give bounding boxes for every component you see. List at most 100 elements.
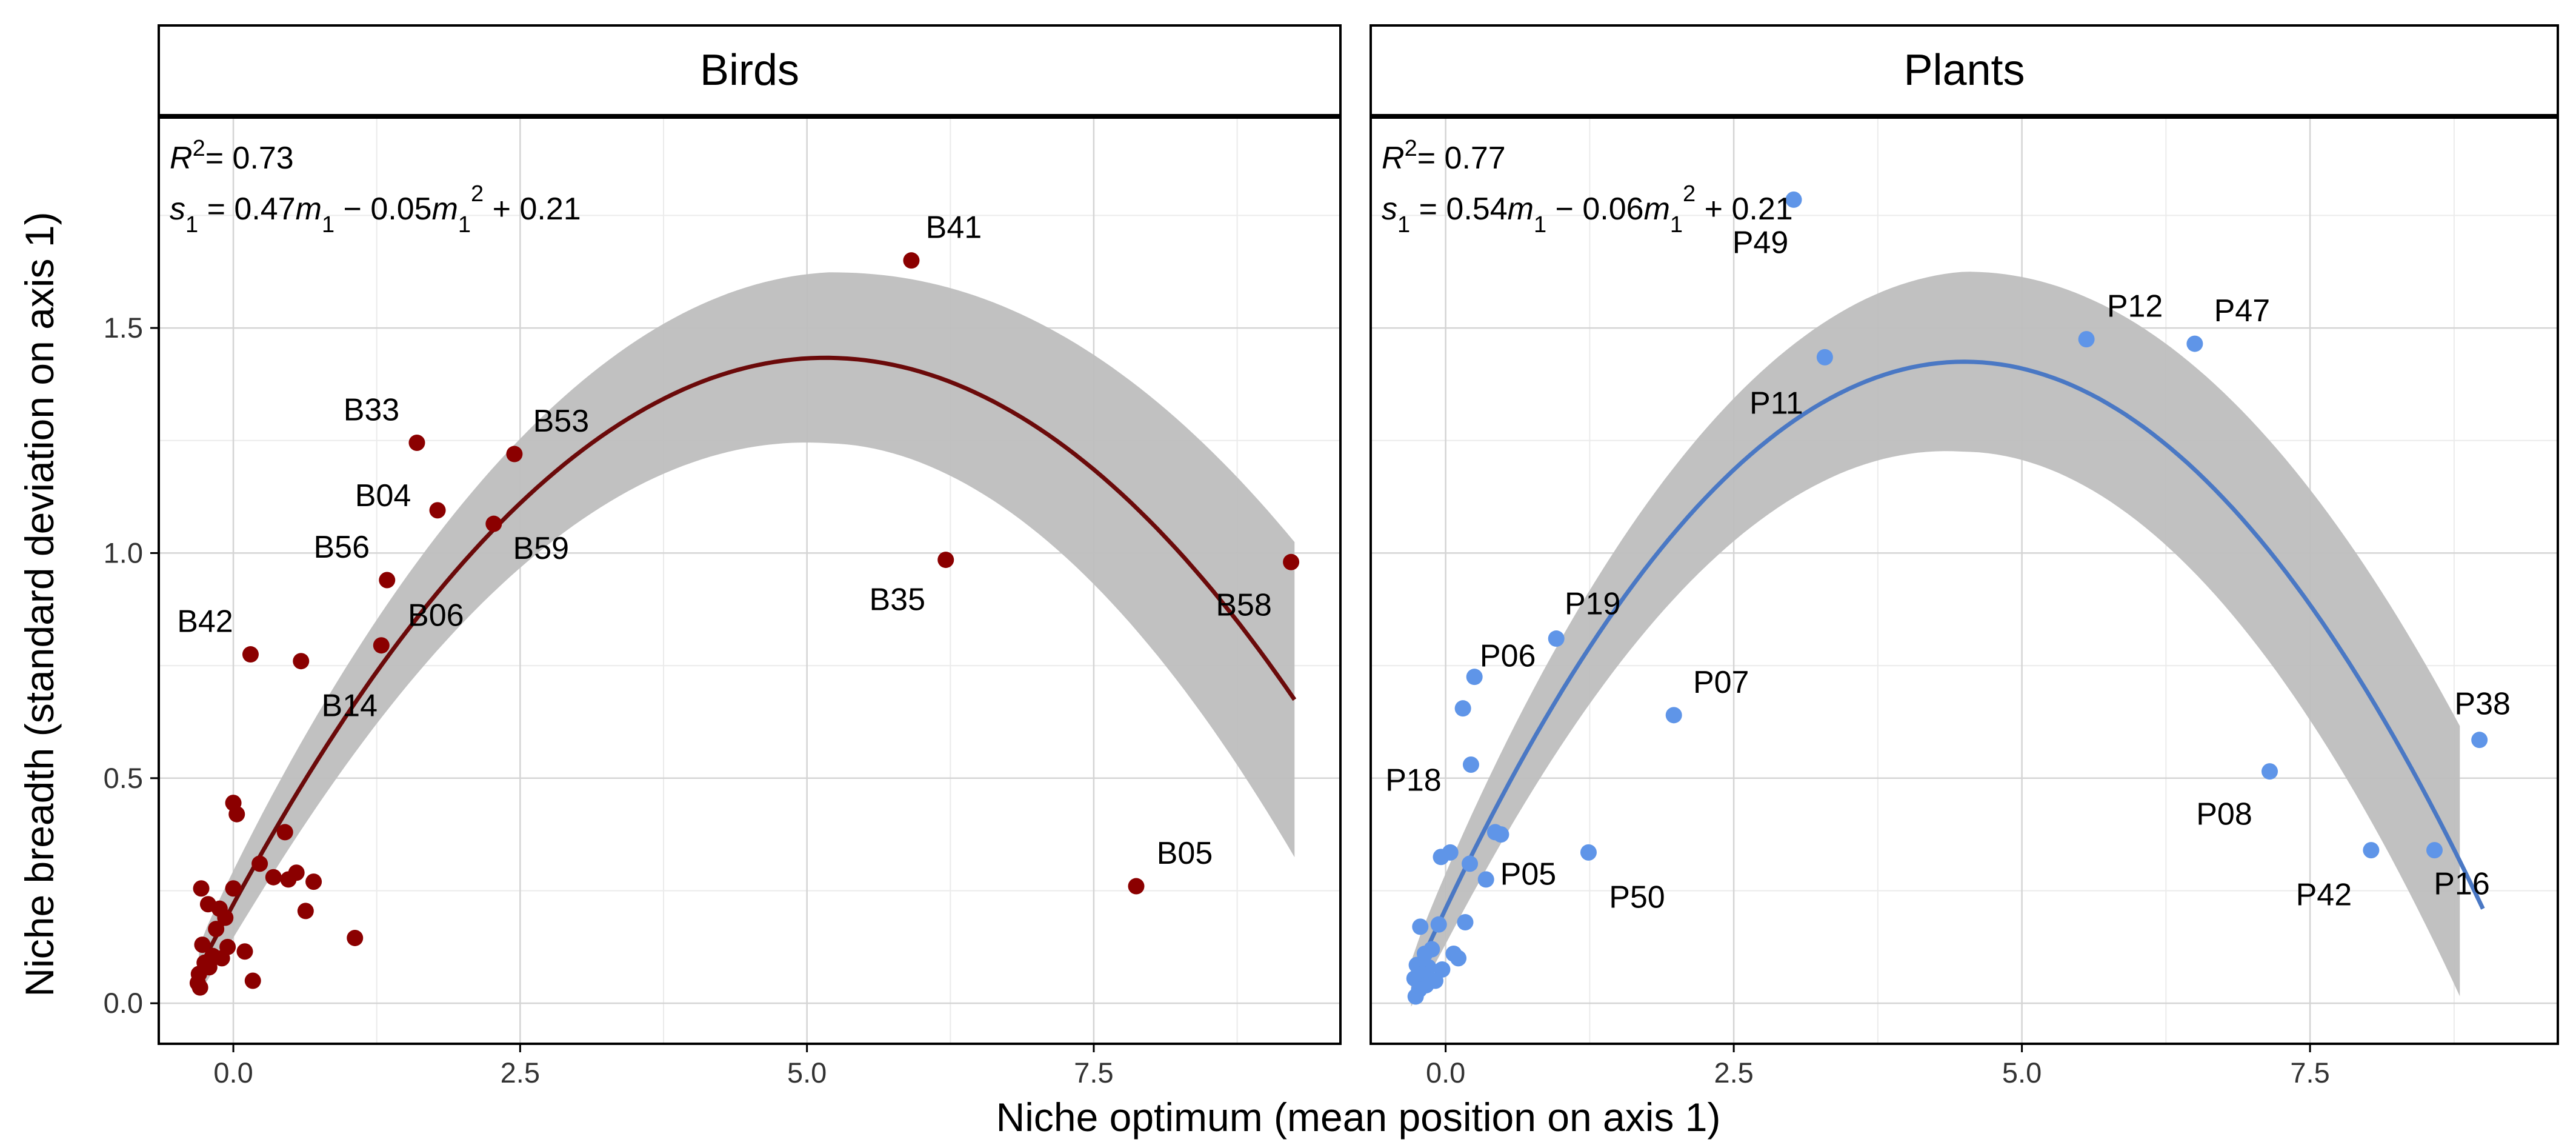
strip-box xyxy=(158,24,1342,118)
point-label: B35 xyxy=(869,583,925,618)
data-point xyxy=(408,434,425,451)
point-label: P19 xyxy=(1565,587,1621,622)
point-labels: P49 P12 P47 P11 P19 P06 P07 P38 P18 P08 P05 P16 P42 P… xyxy=(1385,225,2511,915)
data-point xyxy=(1462,855,1479,872)
data-point xyxy=(236,943,253,960)
x-tick-label: 0.0 xyxy=(213,1057,253,1089)
y-tick-label: 1.5 xyxy=(104,312,143,344)
data-point xyxy=(213,950,230,967)
y-tick-label: 0.5 xyxy=(104,762,143,794)
point-label: B41 xyxy=(926,210,982,245)
data-point xyxy=(2363,842,2380,859)
fit-annotation: R2= 0.73 s1 = 0.47m1 − 0.05m12 + 0.21 xyxy=(170,136,581,238)
data-point xyxy=(347,929,364,946)
point-label: P11 xyxy=(1749,386,1803,421)
data-point xyxy=(242,646,259,663)
data-point xyxy=(1462,756,1479,773)
data-point xyxy=(217,909,234,926)
point-label: B05 xyxy=(1157,836,1213,871)
data-point xyxy=(903,252,920,269)
x-tick-label: 2.5 xyxy=(1714,1057,1753,1089)
fit-curve xyxy=(197,355,1297,971)
data-point xyxy=(937,552,954,569)
data-point xyxy=(1477,871,1494,888)
point-label: P50 xyxy=(1609,880,1665,915)
data-point xyxy=(2078,331,2095,348)
strip-title: Birds xyxy=(700,46,799,95)
data-point xyxy=(193,880,210,897)
data-point xyxy=(1785,191,1802,208)
point-label: P07 xyxy=(1693,665,1749,700)
point-label: P49 xyxy=(1732,225,1789,260)
y-axis: 0.0 0.5 1.0 1.5 xyxy=(104,312,159,1019)
data-point xyxy=(1816,349,1833,366)
point-labels: B41 B33 B53 B04 B59 B56 B35 B58 B06 B42 B14 B05 xyxy=(177,210,1272,871)
data-point xyxy=(305,873,322,890)
panel-layers: P49 P12 P47 P11 P19 P06 P07 P38 P18 P08 P05 P16 P42 P… xyxy=(1370,115,2559,1045)
data-point xyxy=(1416,945,1433,962)
data-point xyxy=(293,653,310,670)
data-point xyxy=(485,515,502,532)
regression-equation: s1 = 0.54m1 − 0.06m12 + 0.21 xyxy=(1382,181,1793,238)
x-tick-label: 0.0 xyxy=(1426,1057,1465,1089)
data-points xyxy=(1406,191,2488,1005)
point-label: P38 xyxy=(2454,687,2511,722)
x-tick-label: 7.5 xyxy=(2290,1057,2329,1089)
strip-title: Plants xyxy=(1903,46,2025,95)
r-squared-label: R2= 0.73 xyxy=(170,136,294,176)
data-point xyxy=(1283,553,1300,570)
point-label: B53 xyxy=(533,404,590,439)
data-point xyxy=(194,936,211,953)
data-point xyxy=(1580,844,1597,861)
point-label: P47 xyxy=(2214,293,2271,329)
data-point xyxy=(1433,849,1449,866)
data-point xyxy=(373,637,390,654)
plot-area xyxy=(1371,116,2558,1044)
data-point xyxy=(1466,669,1483,686)
data-point xyxy=(1450,950,1467,967)
data-point xyxy=(1486,824,1503,841)
point-label: P42 xyxy=(2296,878,2352,913)
x-axis: 0.0 2.5 5.0 7.5 0.0 2.5 5.0 7.5 xyxy=(213,1044,2330,1089)
confidence-band xyxy=(1411,272,2460,1007)
y-tick-label: 0.0 xyxy=(104,987,143,1019)
point-label: B56 xyxy=(313,530,370,565)
point-label: P05 xyxy=(1500,857,1557,892)
fit-curve xyxy=(1409,359,2485,985)
point-label: P16 xyxy=(2434,867,2490,902)
data-point xyxy=(244,972,261,989)
data-point xyxy=(379,572,396,589)
data-point xyxy=(2471,732,2488,749)
data-point xyxy=(1407,988,1424,1005)
data-point xyxy=(228,806,245,823)
panel-plants: P49 P12 P47 P11 P19 P06 P07 P38 P18 P08 P05 P16 P42 P… xyxy=(1370,24,2559,1045)
data-point xyxy=(1430,916,1447,933)
panel-layers: B41 B33 B53 B04 B59 B56 B35 B58 B06 B42 B14 B05 xyxy=(158,115,1342,1045)
point-label: B58 xyxy=(1216,587,1272,623)
point-label: B06 xyxy=(408,598,464,633)
data-point xyxy=(1454,700,1471,717)
data-point xyxy=(225,880,242,897)
strip-box xyxy=(1370,24,2559,118)
data-point xyxy=(1128,878,1145,895)
regression-equation: s1 = 0.47m1 − 0.05m12 + 0.21 xyxy=(170,181,581,238)
data-point xyxy=(276,824,293,841)
data-point xyxy=(208,921,225,938)
y-axis-title: Niche breadth (standard deviation on axi… xyxy=(17,212,62,996)
x-axis-title: Niche optimum (mean position on axis 1) xyxy=(996,1095,1721,1140)
fit-annotation: R2= 0.77 s1 = 0.54m1 − 0.06m12 + 0.21 xyxy=(1382,136,1793,238)
point-label: P12 xyxy=(2107,289,2163,324)
data-point xyxy=(2186,335,2203,352)
data-point xyxy=(1548,630,1565,647)
x-tick-label: 5.0 xyxy=(787,1057,827,1089)
confidence-band xyxy=(199,272,1295,992)
point-label: B14 xyxy=(321,689,378,724)
data-point xyxy=(288,864,305,881)
data-point xyxy=(1665,707,1682,724)
data-point xyxy=(251,855,268,872)
data-point xyxy=(429,502,446,519)
point-label: B59 xyxy=(513,531,570,566)
r-squared-label: R2= 0.77 xyxy=(1382,136,1506,176)
point-label: P18 xyxy=(1385,763,1442,798)
